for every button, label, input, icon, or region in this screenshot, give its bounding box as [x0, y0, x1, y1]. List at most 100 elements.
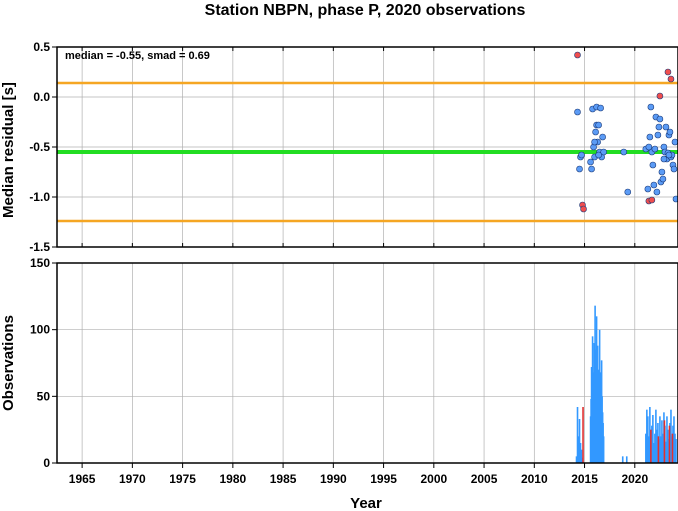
residual-point [600, 148, 607, 156]
observation-bar [673, 416, 675, 463]
residual-y-tick-label: -1.0 [29, 190, 50, 204]
observation-bar [653, 443, 655, 463]
residual-point [653, 188, 661, 196]
residual-y-axis-label: Median residual [s] [0, 82, 17, 218]
observation-bar-flagged [650, 429, 652, 463]
residual-point [656, 115, 664, 123]
observation-bar [675, 439, 677, 463]
observation-bar [646, 409, 648, 463]
observation-bar [670, 409, 672, 463]
x-tick-label: 1975 [169, 472, 196, 486]
observations-ticks: 1965 1970 1975 1980 1985 1990 1995 2000 2005 2010… [30, 256, 648, 486]
observation-bar [651, 425, 653, 463]
x-tick-label: 1990 [320, 472, 347, 486]
residual-point [592, 128, 599, 136]
observation-bar [652, 415, 654, 463]
residual-point [671, 138, 678, 146]
residual-point [662, 123, 670, 131]
residual-y-tick-label: 0.5 [33, 40, 50, 54]
observation-bar-flagged [668, 425, 671, 463]
residual-point [574, 108, 581, 116]
residual-panel: 0.5 0.0 -0.5 -1.0 -1.5 median = -0.55, smad … [0, 40, 678, 254]
x-tick-label: 1970 [119, 472, 146, 486]
observation-bar [666, 416, 668, 463]
observations-y-tick-label: 100 [30, 323, 50, 337]
residual-point [665, 151, 673, 159]
observation-bar [648, 436, 650, 463]
outlier-point [574, 51, 581, 59]
residual-point [578, 151, 585, 159]
x-tick-label: 2005 [471, 472, 498, 486]
observations-y-tick-label: 0 [43, 456, 50, 470]
x-tick-label: 1965 [69, 472, 96, 486]
residual-point [576, 165, 583, 173]
x-tick-label: 1985 [270, 472, 297, 486]
outlier-point [580, 205, 587, 213]
residual-point [599, 133, 606, 141]
chart-title: Station NBPN, phase P, 2020 observations [205, 2, 526, 19]
residual-point [595, 121, 602, 129]
observations-panel-bg [57, 263, 678, 463]
observations-y-axis-label: Observations [0, 315, 17, 411]
observation-bar [656, 429, 658, 463]
residual-point [655, 123, 663, 131]
observation-bar [602, 436, 605, 463]
observation-bar [660, 436, 662, 463]
observation-bar [665, 441, 667, 463]
observation-bar [655, 409, 657, 463]
residual-point [644, 185, 652, 193]
observation-bar [580, 449, 583, 463]
residual-point [650, 181, 658, 189]
residual-point [651, 145, 659, 153]
observation-bar [647, 416, 649, 463]
x-tick-label: 2010 [521, 472, 548, 486]
x-tick-label: 2000 [420, 472, 447, 486]
residual-point [587, 158, 594, 166]
x-axis-label: Year [350, 495, 382, 511]
residual-points [574, 51, 678, 213]
observation-bar [625, 456, 628, 463]
residual-point [660, 155, 668, 163]
observation-bar [578, 419, 581, 463]
residual-point [659, 175, 667, 183]
reference-lines [57, 81, 678, 223]
residual-point [645, 143, 653, 151]
observation-bar [659, 416, 661, 463]
x-tick-label: 2015 [571, 472, 598, 486]
observations-panel-frame [56, 262, 678, 464]
x-tick-label: 1980 [219, 472, 246, 486]
observation-bar [595, 316, 598, 463]
outlier-point [664, 68, 672, 76]
stats-annotation: median = -0.55, smad = 0.69 [65, 50, 210, 62]
observation-bar [645, 433, 647, 463]
residual-point [666, 128, 674, 136]
observation-bars [575, 305, 677, 463]
observation-bar [661, 420, 663, 463]
residual-point [588, 165, 595, 173]
x-tick-label: 2020 [621, 472, 648, 486]
observation-bar-flagged [671, 433, 674, 463]
observations-y-tick-label: 50 [37, 389, 51, 403]
residual-y-tick-label: -0.5 [29, 140, 50, 154]
residual-point [647, 103, 655, 111]
residual-grid [57, 46, 678, 248]
residual-point [670, 165, 678, 173]
residual-point [649, 161, 657, 169]
outlier-point [648, 196, 656, 204]
residual-y-tick-label: -1.5 [29, 240, 50, 254]
observation-bar [662, 433, 664, 463]
residual-point [624, 188, 632, 196]
observation-bar-flagged [582, 407, 584, 463]
observations-y-tick-label: 150 [30, 256, 50, 270]
residual-point [646, 133, 654, 141]
observation-bar-flagged [657, 436, 660, 463]
observation-bar [598, 329, 601, 463]
observation-bar [667, 429, 669, 463]
residual-y-tick-label: 0.0 [33, 90, 50, 104]
residual-ticks: 0.5 0.0 -0.5 -1.0 -1.5 [29, 40, 636, 254]
observation-bar-flagged [663, 420, 666, 463]
observation-bar [579, 443, 582, 463]
observation-bar [575, 456, 578, 463]
observations-panel: 1965 1970 1975 1980 1985 1990 1995 2000 2005 2010… [0, 256, 678, 511]
outlier-point [656, 92, 664, 100]
